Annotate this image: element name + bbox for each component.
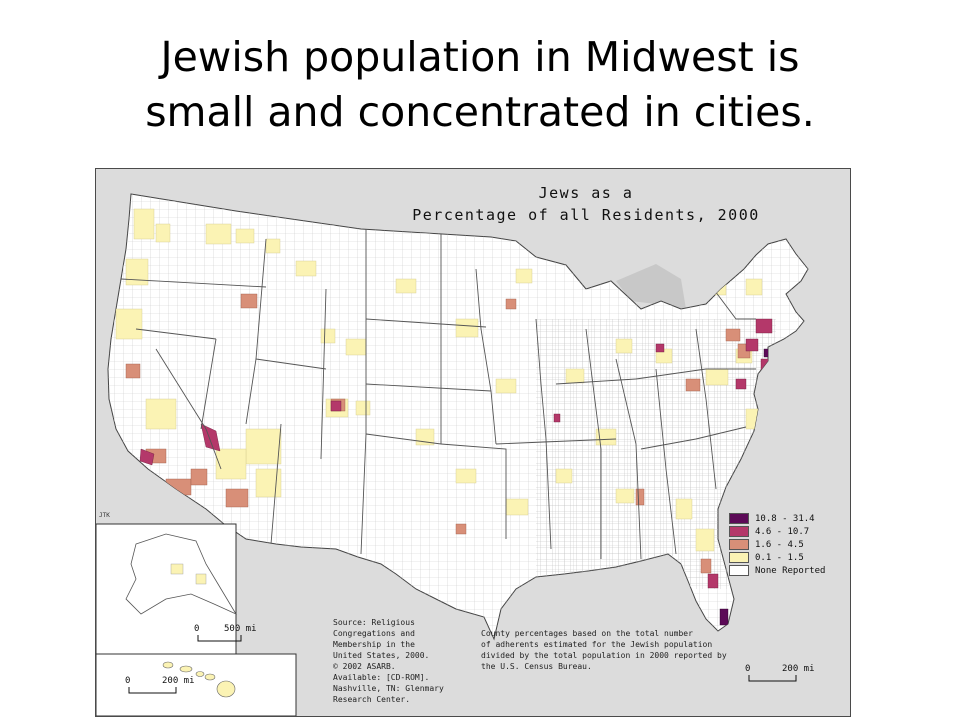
legend-row: 4.6 - 10.7 — [729, 525, 825, 538]
legend-swatch — [729, 526, 749, 537]
map-legend: 10.8 - 31.4 4.6 - 10.7 1.6 - 4.5 0.1 - 1… — [729, 512, 825, 577]
hawaii-inset — [96, 653, 297, 716]
map-heading: Jews as a Percentage of all Residents, 2… — [396, 182, 776, 226]
legend-label: 4.6 - 10.7 — [755, 526, 810, 537]
legend-row: None Reported — [729, 564, 825, 577]
legend-label: None Reported — [755, 565, 826, 576]
choropleth-map: Jews as a Percentage of all Residents, 2… — [95, 168, 851, 717]
legend-row: 0.1 - 1.5 — [729, 551, 825, 564]
hawaii-scale-end: 200 mi — [162, 676, 195, 686]
legend-label: 0.1 - 1.5 — [755, 552, 804, 563]
hawaii-scale-start: 0 — [125, 676, 131, 686]
legend-swatch — [729, 513, 749, 524]
slide-title: Jewish population in Midwest is small an… — [0, 30, 960, 140]
main-scale-end: 200 mi — [782, 664, 815, 674]
legend-swatch — [729, 552, 749, 563]
method-note: County percentages based on the total nu… — [481, 629, 727, 671]
map-heading-line-1: Jews as a — [538, 184, 634, 202]
legend-label: 1.6 - 4.5 — [755, 539, 804, 550]
legend-swatch — [729, 565, 749, 576]
legend-swatch — [729, 539, 749, 550]
author-initials: JTK — [99, 512, 110, 519]
slide-title-line-2: small and concentrated in cities. — [145, 88, 815, 136]
map-heading-line-2: Percentage of all Residents, 2000 — [412, 206, 760, 224]
map-graphic — [96, 169, 850, 716]
alaska-scale-start: 0 — [194, 624, 200, 634]
legend-label: 10.8 - 31.4 — [755, 513, 815, 524]
legend-row: 10.8 - 31.4 — [729, 512, 825, 525]
slide-title-line-1: Jewish population in Midwest is — [160, 33, 800, 81]
main-scale-start: 0 — [745, 664, 751, 674]
source-note: Source: Religious Congregations and Memb… — [333, 618, 444, 704]
legend-row: 1.6 - 4.5 — [729, 538, 825, 551]
alaska-scale-end: 500 mi — [224, 624, 257, 634]
